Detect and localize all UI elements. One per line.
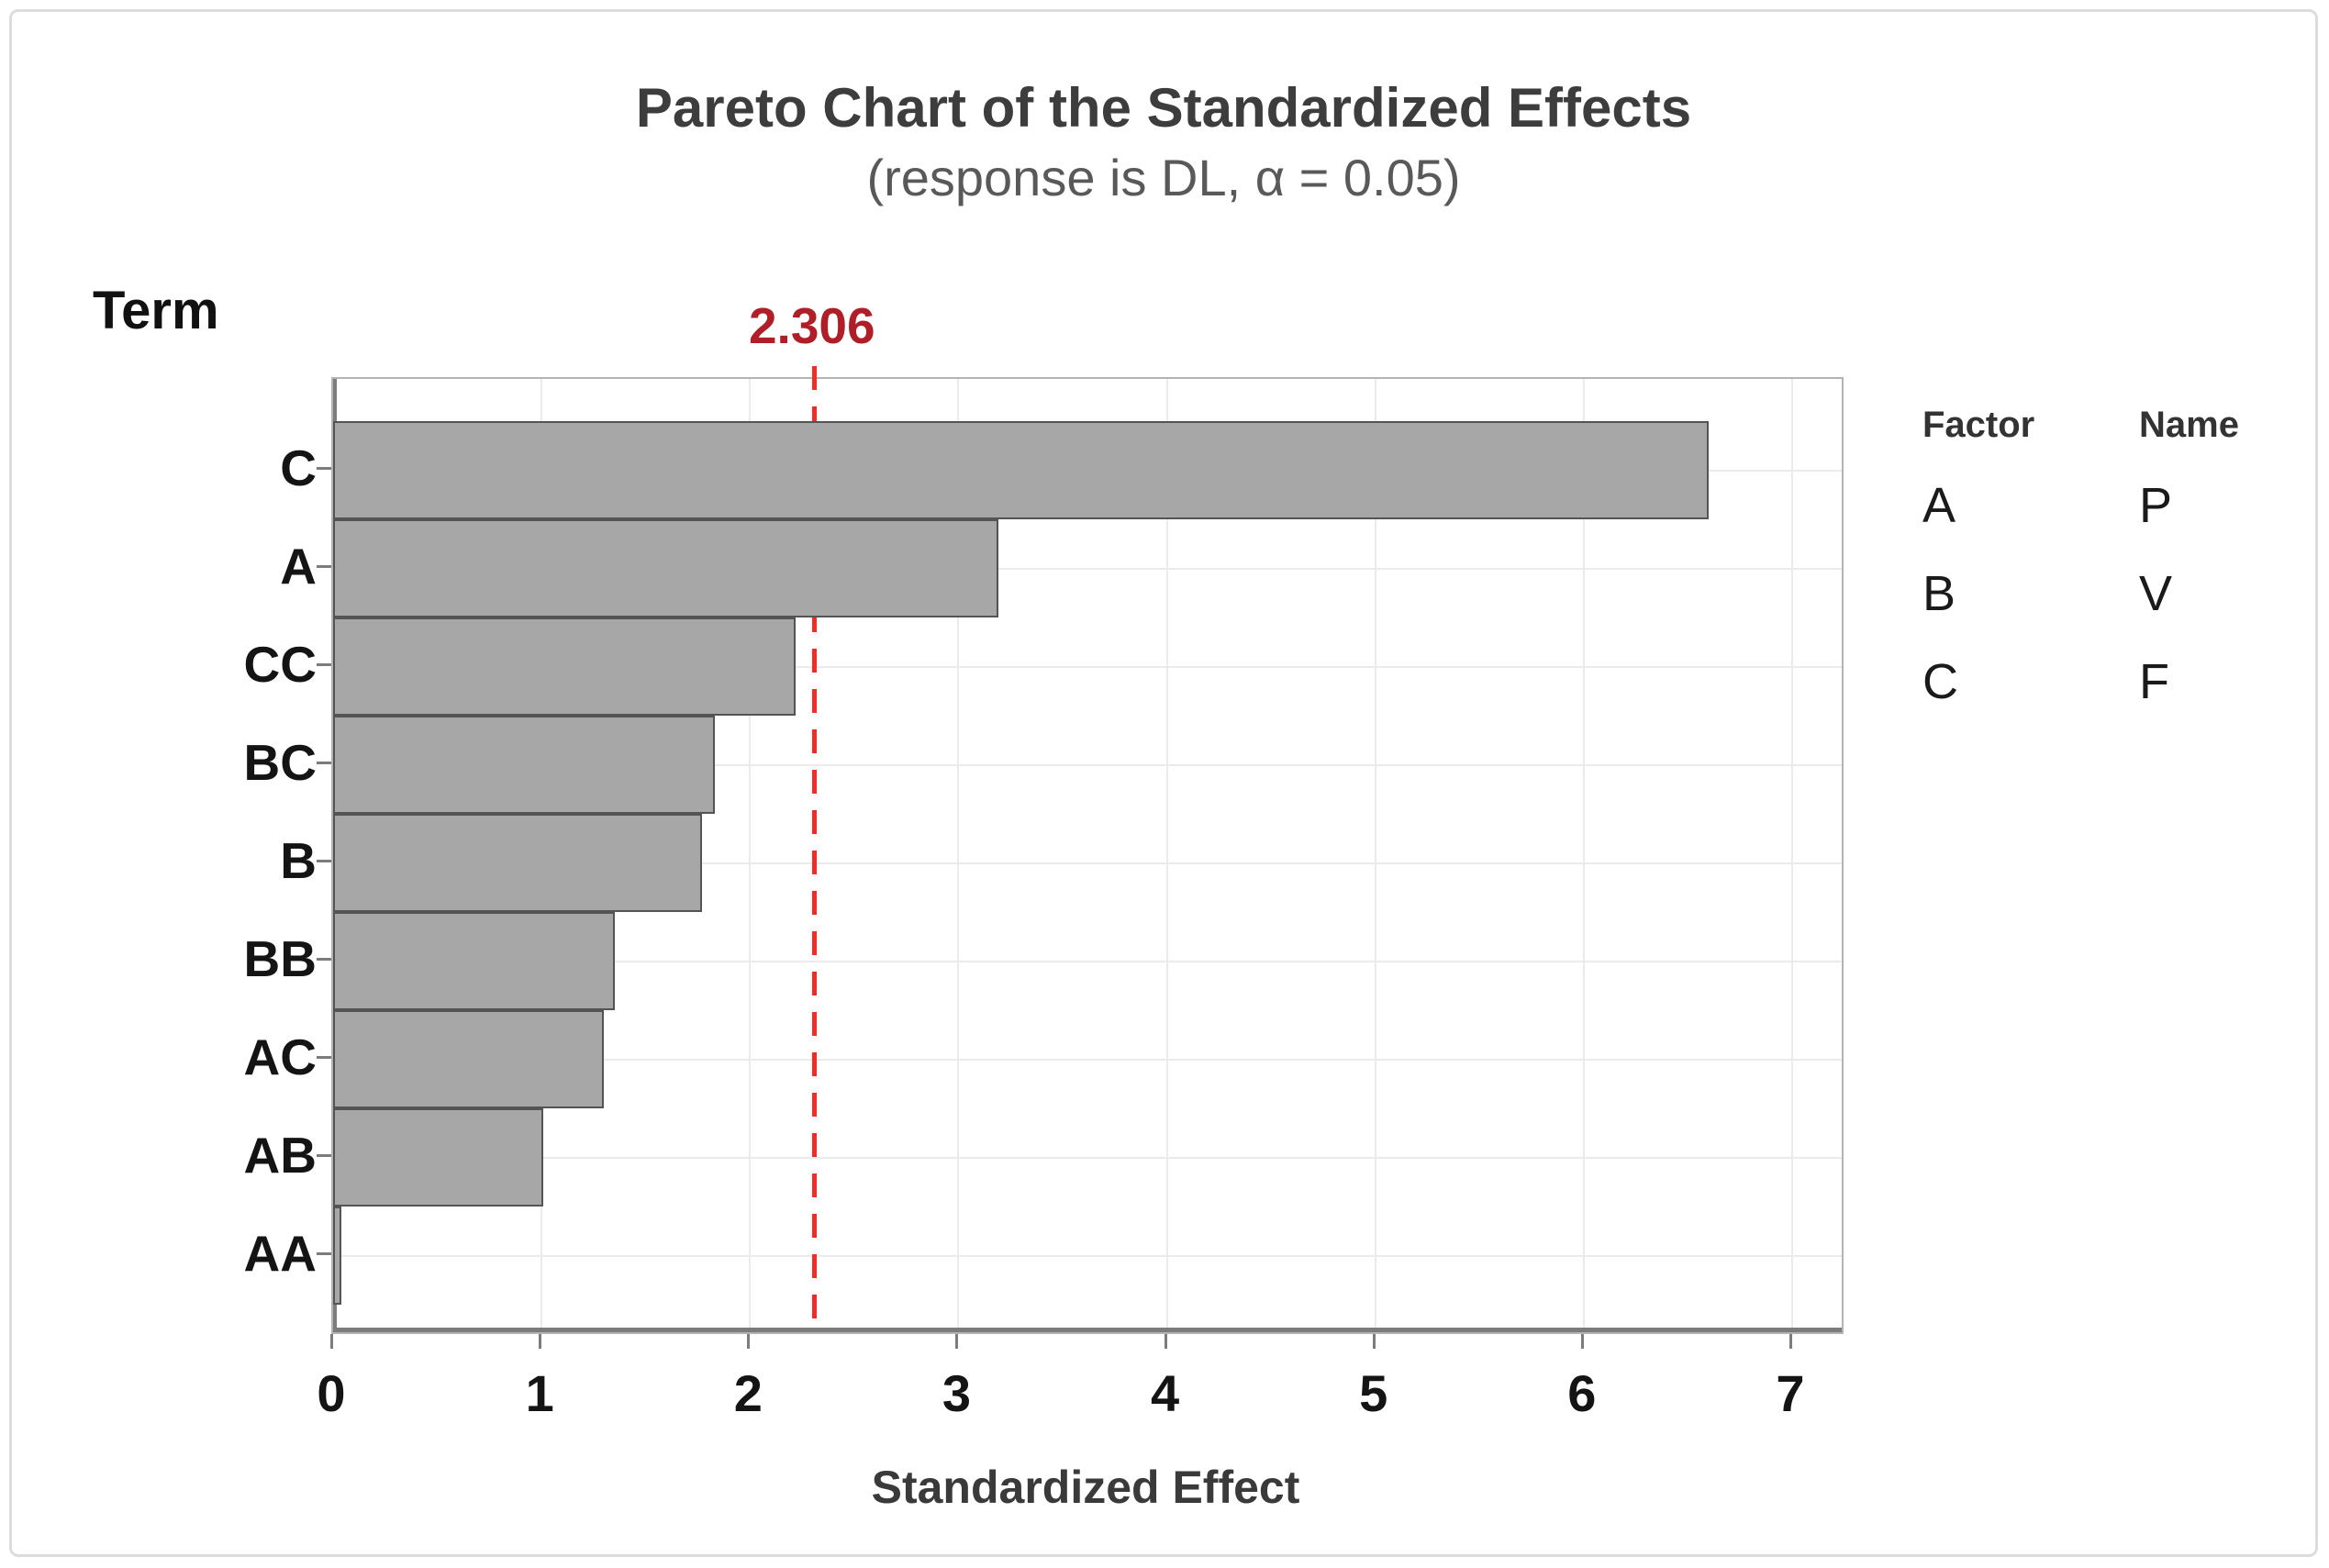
- x-axis-title: Standardized Effect: [871, 1462, 1300, 1513]
- legend-name-value: V: [2139, 566, 2173, 621]
- x-tick-label: 4: [1150, 1364, 1180, 1422]
- y-tick-mark: [317, 860, 331, 862]
- gridline-vertical: [1582, 379, 1585, 1332]
- term-tick-label-AA: AA: [243, 1225, 317, 1282]
- x-tick-mark: [1372, 1334, 1376, 1349]
- x-tick-label: 5: [1359, 1364, 1388, 1422]
- legend-row: A P: [1922, 477, 2308, 534]
- x-tick-label: 0: [317, 1364, 346, 1422]
- term-tick-label-B: B: [280, 832, 317, 889]
- x-tick-mark: [1789, 1334, 1792, 1349]
- bar-AB: [333, 1108, 544, 1207]
- y-tick-mark: [317, 467, 331, 470]
- figure-card: Pareto Chart of the Standardized Effects…: [9, 9, 2318, 1557]
- term-tick-label-AB: AB: [243, 1127, 317, 1184]
- gridline-horizontal: [333, 763, 1842, 766]
- bar-A: [333, 519, 998, 617]
- gridline-vertical: [957, 379, 960, 1332]
- term-axis-header: Term: [93, 281, 219, 340]
- reference-line: [811, 366, 817, 1332]
- x-tick-label: 1: [525, 1364, 554, 1422]
- gridline-horizontal: [333, 1254, 1842, 1257]
- legend-factor-value: A: [1922, 478, 1956, 533]
- gridline-vertical: [749, 379, 752, 1332]
- bar-AA: [333, 1207, 342, 1305]
- legend-name-value: P: [2139, 478, 2173, 533]
- legend-factor-value: B: [1922, 566, 1956, 621]
- gridline-vertical: [1374, 379, 1376, 1332]
- legend-row: B V: [1922, 565, 2308, 622]
- gridline-vertical: [1791, 379, 1793, 1332]
- x-tick-mark: [747, 1334, 751, 1349]
- x-tick-mark: [1164, 1334, 1167, 1349]
- x-tick-label: 3: [942, 1364, 971, 1422]
- y-tick-mark: [317, 1056, 331, 1059]
- legend-name-value: F: [2139, 654, 2169, 709]
- legend-row: C F: [1922, 653, 2308, 710]
- term-tick-label-AC: AC: [243, 1029, 317, 1085]
- y-tick-mark: [317, 565, 331, 568]
- gridline-horizontal: [333, 1156, 1842, 1159]
- x-tick-mark: [539, 1334, 542, 1349]
- y-tick-mark: [317, 958, 331, 961]
- x-tick-mark: [330, 1334, 333, 1349]
- gridline-vertical: [1165, 379, 1168, 1332]
- legend-factor-value: C: [1922, 654, 1958, 709]
- bar-CC: [333, 617, 797, 716]
- bar-BB: [333, 912, 615, 1010]
- x-tick-label: 2: [733, 1364, 763, 1422]
- chart-title: Pareto Chart of the Standardized Effects: [635, 77, 1692, 139]
- gridline-horizontal: [333, 1058, 1842, 1061]
- legend-header-row: Factor Name: [1922, 405, 2308, 446]
- chart-subtitle: (response is DL, α = 0.05): [866, 149, 1461, 206]
- y-tick-mark: [317, 1252, 331, 1255]
- legend-name-header: Name: [2139, 405, 2239, 445]
- x-tick-mark: [1580, 1334, 1584, 1349]
- y-tick-mark: [317, 762, 331, 764]
- gridline-horizontal: [333, 665, 1842, 668]
- term-tick-label-A: A: [280, 538, 317, 595]
- x-axis-line: [333, 1328, 1842, 1332]
- legend-factor-header: Factor: [1922, 405, 2035, 445]
- gridline-horizontal: [333, 960, 1842, 962]
- x-tick-label: 7: [1776, 1364, 1805, 1422]
- term-tick-label-BB: BB: [243, 930, 317, 987]
- x-tick-mark: [955, 1334, 959, 1349]
- bar-AC: [333, 1010, 605, 1108]
- gridline-horizontal: [333, 567, 1842, 570]
- y-tick-mark: [317, 1154, 331, 1157]
- plot-area: [331, 366, 1844, 1334]
- reference-line-label: 2.306: [748, 297, 875, 354]
- x-tick-label: 6: [1567, 1364, 1597, 1422]
- term-tick-label-C: C: [280, 439, 317, 496]
- bar-B: [333, 814, 703, 912]
- y-tick-mark: [317, 663, 331, 666]
- bar-C: [333, 421, 1710, 519]
- term-tick-label-BC: BC: [243, 734, 317, 791]
- term-tick-label-CC: CC: [243, 636, 317, 693]
- gridline-horizontal: [333, 862, 1842, 864]
- bar-BC: [333, 716, 715, 814]
- factor-legend: Factor Name A P B V C F: [1922, 405, 2308, 710]
